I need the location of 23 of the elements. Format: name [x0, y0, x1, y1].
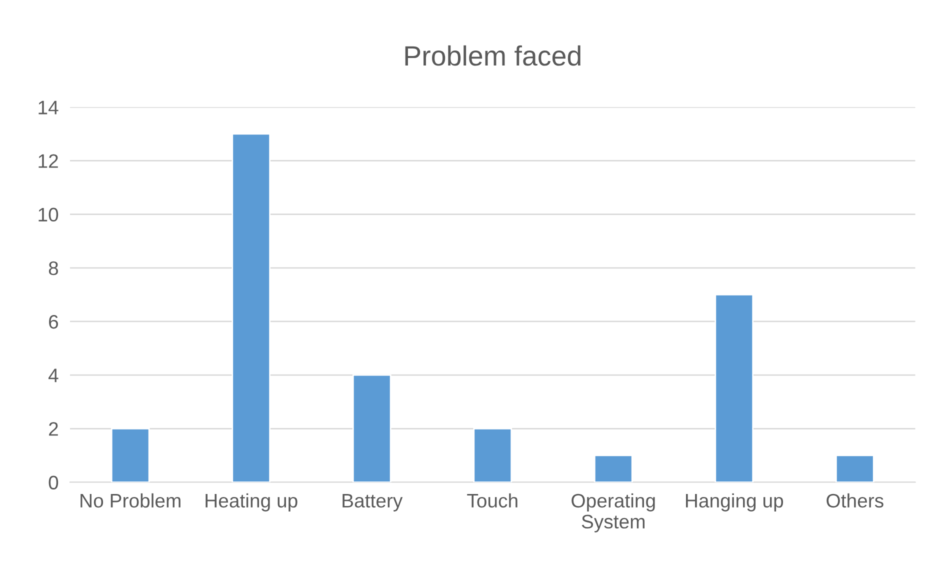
- x-tick-label: Hanging up: [686, 493, 784, 512]
- y-tick-label: 2: [49, 422, 58, 436]
- y-tick-label: 4: [48, 368, 58, 382]
- bar: [232, 133, 271, 482]
- y-tick-label: 12: [38, 154, 58, 168]
- y-tick-label: 10: [38, 208, 58, 222]
- y-tick-label: 6: [49, 314, 58, 329]
- y-tick-label: 0: [48, 476, 58, 490]
- bar: [594, 454, 633, 482]
- x-tick-label: Heating up: [206, 493, 298, 512]
- x-tick-label: Battery: [342, 494, 403, 512]
- x-tick-label: Operating System: [572, 493, 655, 532]
- bar: [473, 428, 512, 482]
- bar: [110, 428, 150, 482]
- bar: [714, 294, 754, 482]
- y-tick-label: 14: [38, 100, 58, 114]
- x-tick-label: Others: [826, 493, 884, 508]
- bar: [835, 454, 874, 482]
- x-tick-label: No Problem: [80, 493, 180, 508]
- y-tick-label: 8: [48, 261, 58, 276]
- bar: [352, 374, 392, 482]
- x-tick-label: Touch: [467, 493, 518, 508]
- chart-title: Problem faced: [405, 45, 580, 66]
